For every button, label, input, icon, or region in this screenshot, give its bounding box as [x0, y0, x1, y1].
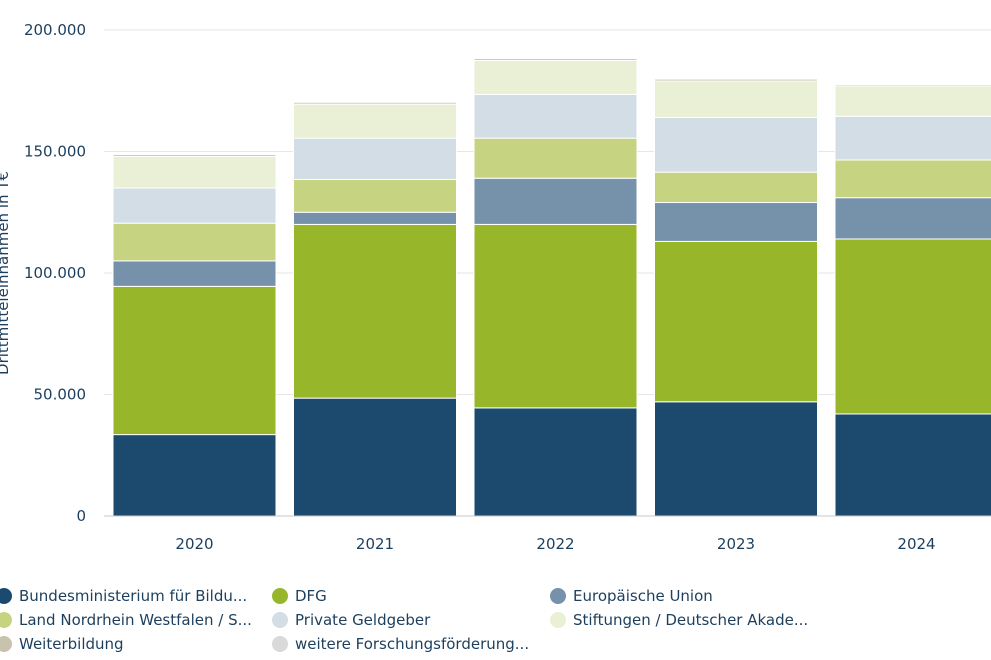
legend-item[interactable]: DFG — [272, 584, 327, 608]
bar-segment[interactable] — [473, 93, 638, 139]
legend-item[interactable]: Land Nordrhein Westfalen / S... — [0, 608, 252, 632]
bar-segment[interactable] — [112, 285, 277, 436]
bar-segment[interactable] — [293, 178, 457, 213]
legend-item[interactable]: Bundesministerium für Bildu... — [0, 584, 247, 608]
legend: Bundesministerium für Bildu... DFG Europäi… — [0, 584, 991, 660]
bar-segment[interactable] — [654, 240, 818, 403]
legend-label: Bundesministerium für Bildu... — [19, 587, 248, 605]
y-tick-label: 50.000 — [34, 386, 87, 404]
y-axis-title: Drittmitteleinnahmen in T€ — [0, 171, 12, 375]
legend-item[interactable]: weitere Forschungsförderung... — [272, 632, 529, 656]
legend-swatch — [0, 612, 12, 628]
bar-segment[interactable] — [293, 100, 457, 103]
legend-label: DFG — [295, 587, 327, 605]
legend-label: weitere Forschungsförderung... — [295, 635, 530, 653]
bar-segment[interactable] — [654, 80, 818, 118]
bar-segment[interactable] — [112, 155, 277, 189]
legend-label: Land Nordrhein Westfalen / S... — [19, 611, 252, 629]
legend-label: Europäische Union — [573, 587, 713, 605]
x-tick-label: 2022 — [536, 535, 574, 553]
bar-segment[interactable] — [112, 222, 277, 262]
legend-swatch — [0, 588, 12, 604]
x-tick-label: 2021 — [356, 535, 394, 553]
bar-segment[interactable] — [834, 85, 991, 117]
bar-segment[interactable] — [473, 223, 638, 409]
y-tick-label: 100.000 — [24, 264, 86, 282]
bar-segment[interactable] — [473, 56, 638, 59]
bar-segment[interactable] — [834, 115, 991, 161]
bar-segment[interactable] — [834, 197, 991, 240]
bar-segment[interactable] — [654, 77, 818, 80]
x-tick-label: 2020 — [175, 535, 213, 553]
bar-segment[interactable] — [112, 152, 277, 155]
legend-swatch — [550, 588, 566, 604]
bar-segment[interactable] — [473, 177, 638, 225]
bar-segment[interactable] — [293, 103, 457, 139]
bar-segment[interactable] — [834, 159, 991, 199]
legend-label: Stiftungen / Deutscher Akade... — [573, 611, 809, 629]
bar-segment[interactable] — [293, 137, 457, 180]
bar-segment[interactable] — [473, 407, 638, 517]
legend-swatch — [272, 636, 288, 652]
bar-segment[interactable] — [654, 202, 818, 242]
y-axis-ticks: 0 50.000 100.000 150.000 200.000 — [24, 21, 86, 525]
bar-segment[interactable] — [654, 171, 818, 204]
bar-segment[interactable] — [293, 223, 457, 399]
legend-item[interactable]: Stiftungen / Deutscher Akade... — [550, 608, 808, 632]
legend-item[interactable]: Europäische Union — [550, 584, 713, 608]
legend-swatch — [550, 612, 566, 628]
legend-item[interactable]: Weiterbildung — [0, 632, 124, 656]
bar-segment[interactable] — [112, 187, 277, 224]
legend-swatch — [0, 636, 12, 652]
bar-segment[interactable] — [293, 397, 457, 517]
bar-segment[interactable] — [112, 434, 277, 517]
bar-segment[interactable] — [834, 413, 991, 517]
legend-swatch — [272, 612, 288, 628]
bar-segment[interactable] — [654, 401, 818, 517]
x-tick-label: 2024 — [897, 535, 935, 553]
x-axis-ticks: 2020 2021 2022 2023 2024 — [175, 535, 935, 553]
bar-segment[interactable] — [293, 211, 457, 225]
legend-item[interactable]: Private Geldgeber — [272, 608, 430, 632]
bar-segment[interactable] — [112, 260, 277, 287]
legend-swatch — [272, 588, 288, 604]
legend-label: Weiterbildung — [19, 635, 124, 653]
bars — [112, 56, 991, 517]
bar-segment[interactable] — [654, 116, 818, 173]
y-tick-label: 0 — [76, 507, 86, 525]
x-tick-label: 2023 — [717, 535, 755, 553]
bar-segment[interactable] — [473, 137, 638, 179]
legend-label: Private Geldgeber — [295, 611, 431, 629]
bar-segment[interactable] — [473, 59, 638, 95]
y-tick-label: 200.000 — [24, 21, 86, 39]
bar-segment[interactable] — [834, 82, 991, 85]
bar-segment[interactable] — [834, 238, 991, 415]
y-tick-label: 150.000 — [24, 143, 86, 161]
